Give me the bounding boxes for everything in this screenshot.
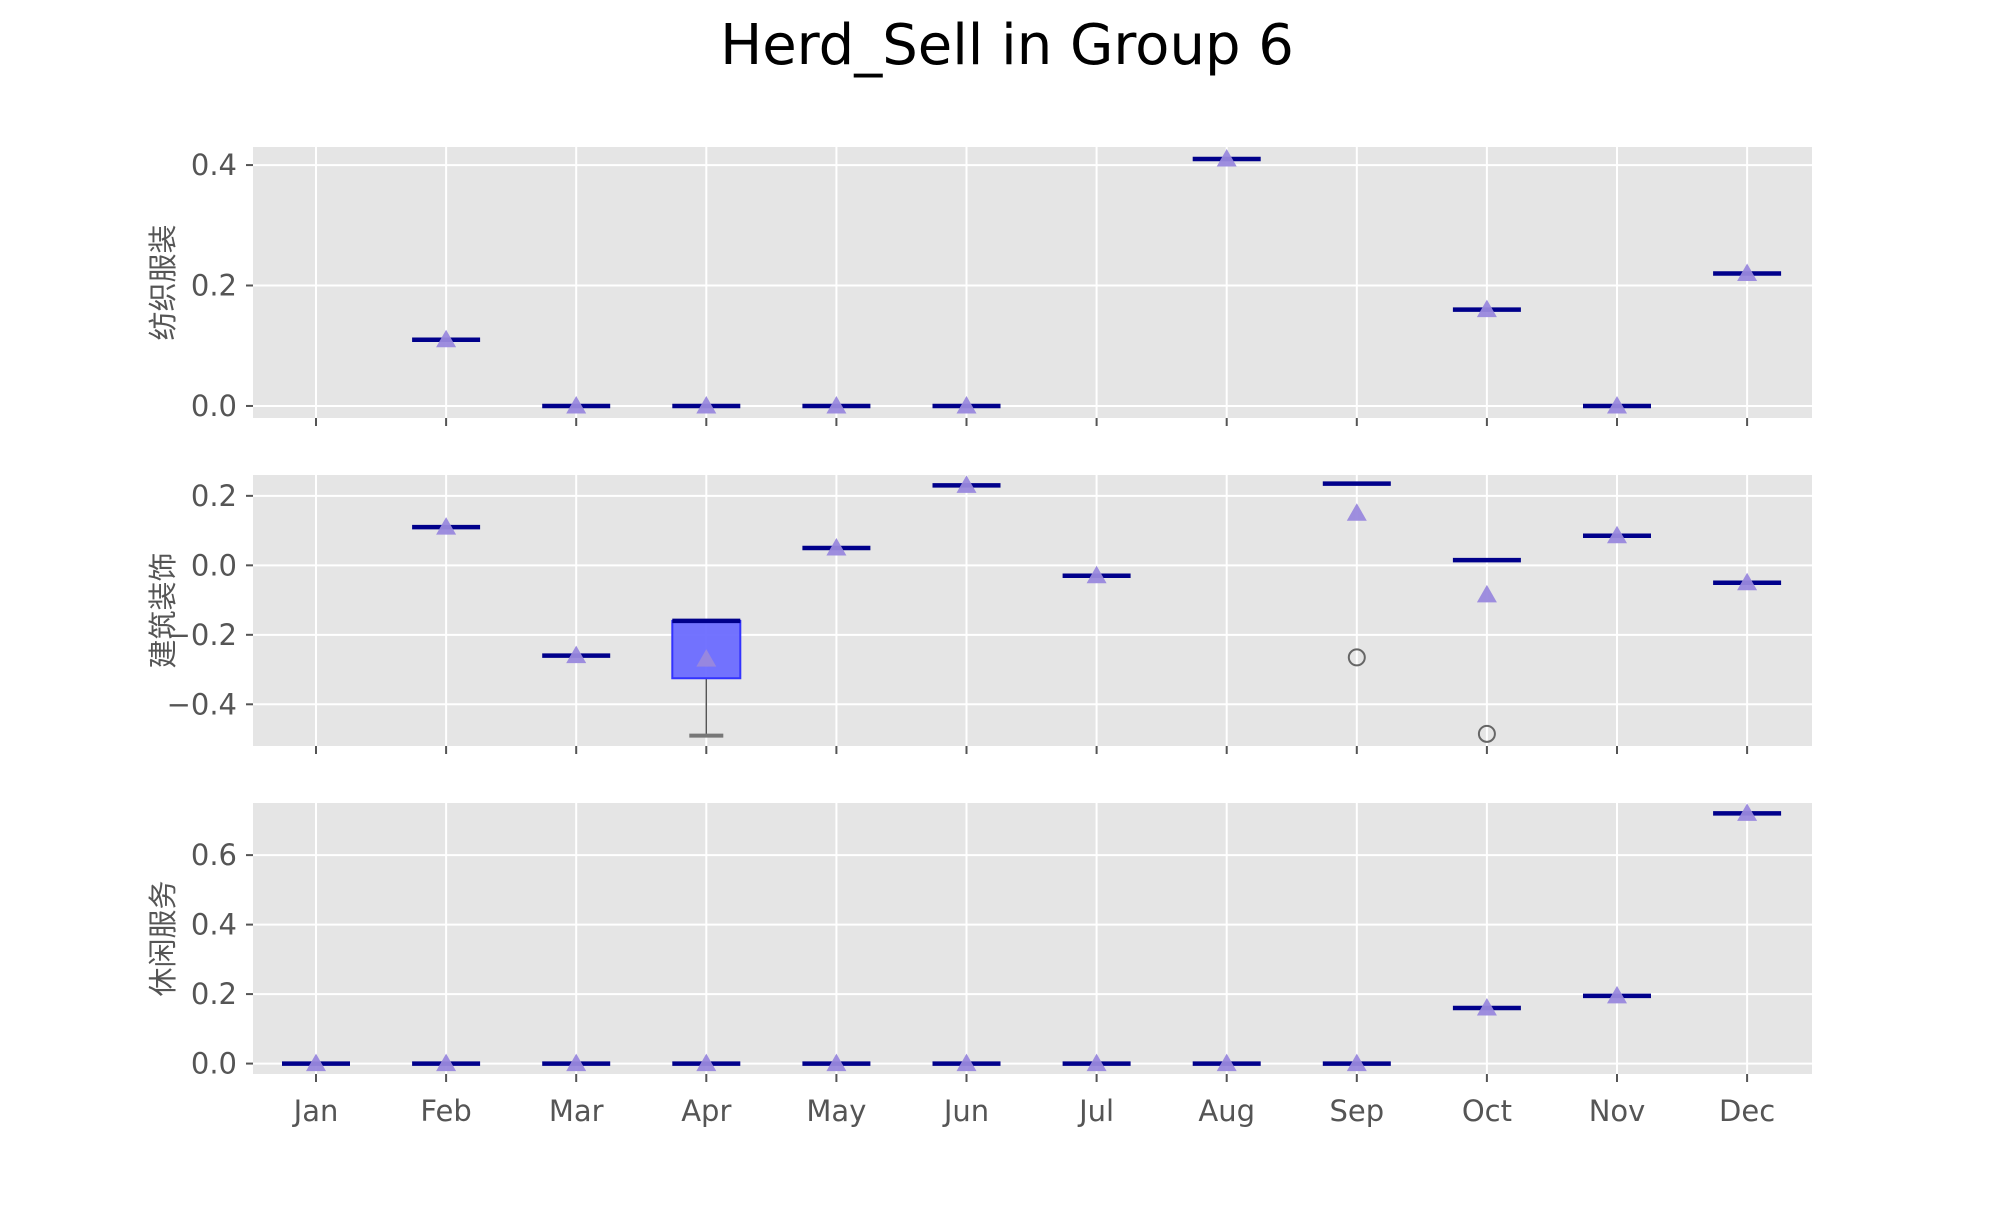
box-nov xyxy=(1583,985,1651,1004)
box-jun xyxy=(932,475,1001,493)
box-apr xyxy=(671,618,742,738)
box-nov xyxy=(1583,395,1651,414)
box-dec xyxy=(1713,803,1782,821)
y-tick-label: −0.4 xyxy=(167,687,237,721)
x-tick-label: Jul xyxy=(1077,1094,1114,1128)
y-axis-label: 建筑装饰 xyxy=(146,552,180,668)
box-aug xyxy=(1192,149,1261,167)
box-oct xyxy=(1452,299,1521,318)
box-may xyxy=(802,537,871,556)
mean-marker xyxy=(1737,572,1758,591)
box-dec xyxy=(1713,572,1782,591)
box-aug xyxy=(1192,1053,1261,1072)
box-jul xyxy=(1062,1053,1131,1072)
x-tick-label: Mar xyxy=(549,1094,604,1128)
mean-marker xyxy=(826,1053,847,1072)
chart-title: Herd_Sell in Group 6 xyxy=(720,13,1294,78)
x-tick-label: Feb xyxy=(420,1094,471,1128)
box-oct xyxy=(1452,997,1521,1016)
subplot-2: −0.4 −0.2 0.0 0.2 建筑装饰 xyxy=(146,475,1812,754)
mean-marker xyxy=(1346,503,1367,521)
x-tick-label: Sep xyxy=(1329,1094,1384,1128)
box-mar xyxy=(542,1053,611,1072)
x-tick-label: May xyxy=(806,1094,866,1128)
box-sep xyxy=(1322,1053,1391,1072)
box-may xyxy=(802,395,871,414)
box-apr xyxy=(672,1053,741,1072)
mean-marker xyxy=(1737,803,1758,821)
mean-marker xyxy=(1086,565,1107,584)
mean-marker xyxy=(826,537,847,556)
box-apr xyxy=(672,395,741,414)
mean-marker xyxy=(1737,263,1758,281)
y-tick-label: 0.6 xyxy=(191,838,237,872)
y-tick-label: 0.0 xyxy=(191,1047,237,1081)
mean-marker xyxy=(1476,997,1497,1016)
y-axis-label: 休闲服务 xyxy=(146,880,180,996)
mean-marker xyxy=(436,1053,457,1072)
subplot-1: 0.0 0.2 0.4 纺织服装 xyxy=(146,147,1812,426)
flier xyxy=(1477,724,1496,743)
mean-marker xyxy=(956,1053,977,1072)
mean-marker xyxy=(696,395,717,414)
plot-area xyxy=(253,803,1812,1074)
y-tick-label: 0.2 xyxy=(191,269,237,303)
plot-area xyxy=(253,475,1812,746)
y-tick-label: 0.2 xyxy=(191,977,237,1011)
mean-marker xyxy=(1607,985,1627,1004)
box-feb xyxy=(412,1053,481,1072)
y-tick-label: 0.0 xyxy=(191,389,237,423)
box-jan xyxy=(282,1053,350,1072)
mean-marker xyxy=(306,1053,326,1072)
mean-marker xyxy=(1086,1053,1107,1072)
mean-marker xyxy=(1216,149,1237,167)
mean-marker xyxy=(1607,525,1627,544)
subplot-3: 0.0 0.2 0.4 0.6 休闲服务 xyxy=(146,803,1812,1082)
x-tick-label: Nov xyxy=(1589,1094,1646,1128)
box-oct xyxy=(1452,557,1521,743)
y-tick-label: 0.4 xyxy=(191,148,237,182)
mean-marker xyxy=(956,475,977,493)
mean-marker xyxy=(566,395,587,414)
y-tick-label: 0.0 xyxy=(191,548,237,582)
mean-marker xyxy=(1476,299,1497,318)
plot-area xyxy=(253,147,1812,418)
y-tick-label: 0.4 xyxy=(191,908,237,942)
mean-marker xyxy=(566,645,587,664)
box-jun xyxy=(932,1053,1001,1072)
x-tick-label: Aug xyxy=(1198,1094,1255,1128)
box-mar xyxy=(542,395,611,414)
mean-marker xyxy=(956,395,977,414)
x-tick-label: Apr xyxy=(681,1094,731,1128)
mean-marker xyxy=(1346,1053,1367,1072)
mean-marker xyxy=(696,649,717,667)
box-nov xyxy=(1583,525,1651,544)
box-dec xyxy=(1713,263,1782,281)
box-feb xyxy=(412,329,481,348)
x-tick-label: Jun xyxy=(942,1094,989,1128)
mean-marker xyxy=(436,329,457,348)
y-axis-label: 纺织服装 xyxy=(146,224,180,340)
x-tick-label: Jan xyxy=(292,1094,339,1128)
mean-marker xyxy=(1476,584,1497,603)
box-sep xyxy=(1322,481,1391,667)
mean-marker xyxy=(826,395,847,414)
box-mar xyxy=(542,645,611,664)
flier xyxy=(1347,648,1366,667)
mean-marker xyxy=(1607,395,1627,414)
box-jun xyxy=(932,395,1001,414)
box-jul xyxy=(1062,565,1131,584)
mean-marker xyxy=(436,517,457,535)
x-tick-label: Dec xyxy=(1719,1094,1775,1128)
mean-marker xyxy=(696,1053,717,1072)
y-tick-label: 0.2 xyxy=(191,479,237,513)
x-tick-label: Oct xyxy=(1462,1094,1512,1128)
y-tick-label: −0.2 xyxy=(167,618,237,652)
mean-marker xyxy=(1216,1053,1237,1072)
box-may xyxy=(802,1053,871,1072)
box-feb xyxy=(412,517,481,535)
mean-marker xyxy=(566,1053,587,1072)
